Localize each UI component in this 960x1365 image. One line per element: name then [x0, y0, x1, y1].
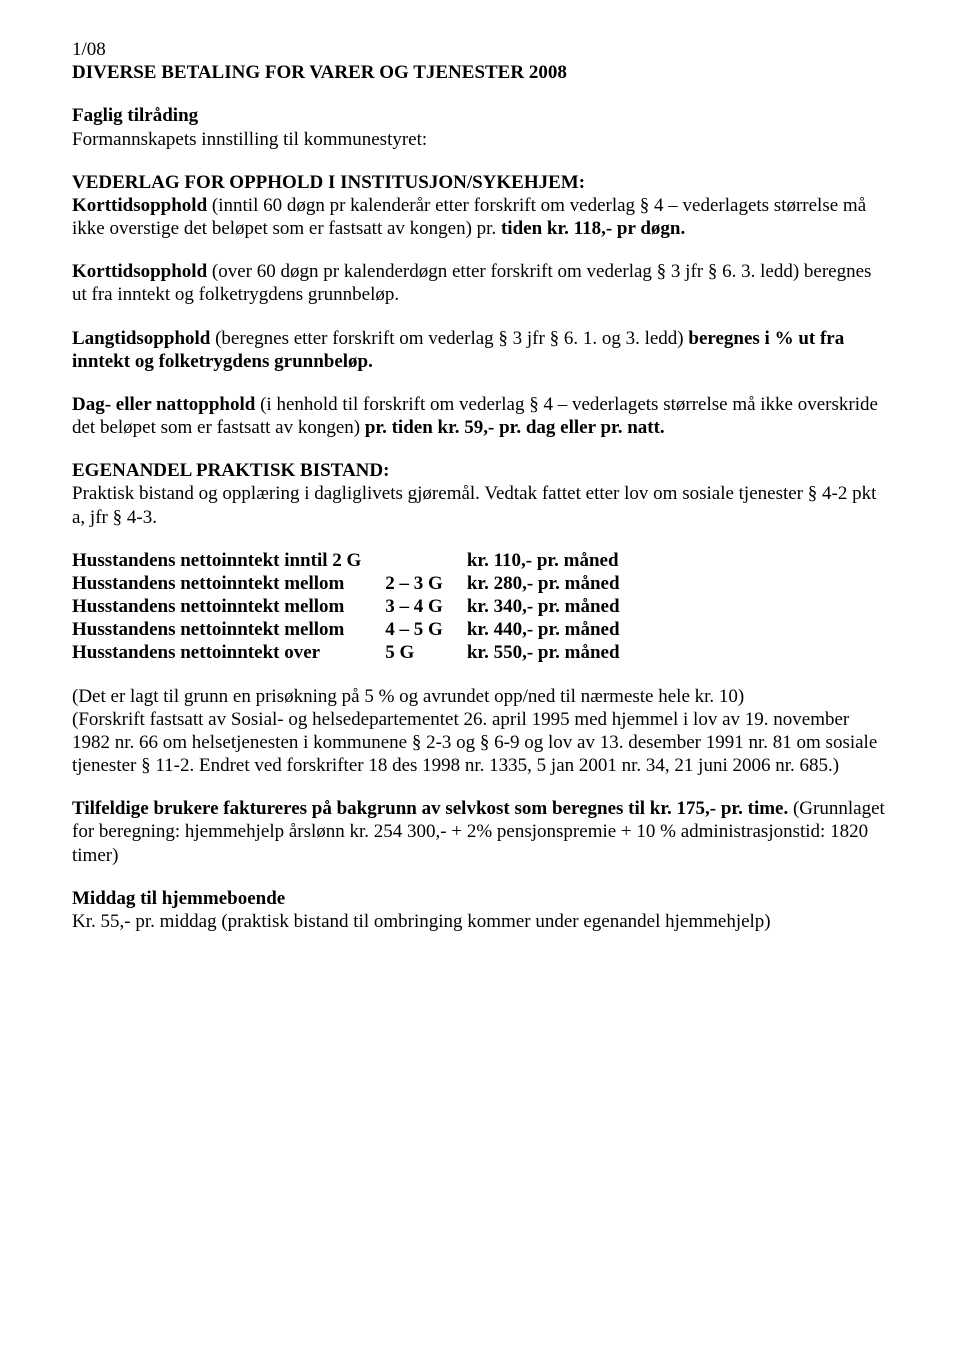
income-range: 4 – 5 G [385, 618, 467, 641]
vederlag-block: VEDERLAG FOR OPPHOLD I INSTITUSJON/SYKEH… [72, 171, 888, 241]
income-amount: kr. 550,- pr. måned [467, 641, 620, 664]
income-label: Husstandens nettoinntekt inntil 2 G [72, 549, 385, 572]
income-table: Husstandens nettoinntekt inntil 2 G kr. … [72, 549, 620, 665]
income-amount: kr. 440,- pr. måned [467, 618, 620, 641]
income-amount: kr. 340,- pr. måned [467, 595, 620, 618]
income-amount: kr. 110,- pr. måned [467, 549, 620, 572]
langtid-prefix: Langtidsopphold [72, 328, 215, 349]
income-label: Husstandens nettoinntekt mellom [72, 572, 385, 595]
tilfeldige-prefix: Tilfeldige brukere faktureres på bakgrun… [72, 798, 793, 819]
income-range: 2 – 3 G [385, 572, 467, 595]
middag-heading: Middag til hjemmeboende [72, 887, 888, 910]
langtid-block: Langtidsopphold (beregnes etter forskrif… [72, 327, 888, 373]
price-increase-note: (Det er lagt til grunn en prisøkning på … [72, 685, 888, 708]
income-range: 5 G [385, 641, 467, 664]
income-amount: kr. 280,- pr. måned [467, 572, 620, 595]
egenandel-intro: Praktisk bistand og opplæring i dagligli… [72, 482, 888, 528]
tilfeldige-block: Tilfeldige brukere faktureres på bakgrun… [72, 797, 888, 867]
doc-header: 1/08 DIVERSE BETALING FOR VARER OG TJENE… [72, 38, 888, 84]
table-row: Husstandens nettoinntekt mellom 3 – 4 G … [72, 595, 620, 618]
intro-line-2: Formannskapets innstilling til kommunest… [72, 128, 888, 151]
table-row: Husstandens nettoinntekt inntil 2 G kr. … [72, 549, 620, 572]
income-range: 3 – 4 G [385, 595, 467, 618]
case-number: 1/08 [72, 39, 106, 60]
dagnatt-post: pr. tiden kr. 59,- pr. dag eller pr. nat… [365, 417, 665, 438]
dagnatt-prefix: Dag- eller nattopphold [72, 394, 260, 415]
doc-title: DIVERSE BETALING FOR VARER OG TJENESTER … [72, 62, 567, 83]
korttid60-block: Korttidsopphold (over 60 døgn pr kalende… [72, 260, 888, 306]
income-label: Husstandens nettoinntekt mellom [72, 618, 385, 641]
forskrift-note: (Forskrift fastsatt av Sosial- og helsed… [72, 708, 888, 778]
table-row: Husstandens nettoinntekt over 5 G kr. 55… [72, 641, 620, 664]
korttid-prefix: Korttidsopphold [72, 195, 212, 216]
middag-body: Kr. 55,- pr. middag (praktisk bistand ti… [72, 910, 888, 933]
vederlag-heading: VEDERLAG FOR OPPHOLD I INSTITUSJON/SYKEH… [72, 172, 585, 193]
table-row: Husstandens nettoinntekt mellom 4 – 5 G … [72, 618, 620, 641]
income-label: Husstandens nettoinntekt mellom [72, 595, 385, 618]
korttid60-prefix: Korttidsopphold [72, 261, 212, 282]
dagnatt-block: Dag- eller nattopphold (i henhold til fo… [72, 393, 888, 439]
table-row: Husstandens nettoinntekt mellom 2 – 3 G … [72, 572, 620, 595]
egenandel-heading: EGENANDEL PRAKTISK BISTAND: [72, 459, 888, 482]
langtid-body: (beregnes etter forskrift om vederlag § … [215, 328, 688, 349]
income-range [385, 549, 467, 572]
korttid-post: tiden kr. 118,- pr døgn. [501, 218, 685, 239]
intro-line-1: Faglig tilråding [72, 104, 888, 127]
income-label: Husstandens nettoinntekt over [72, 641, 385, 664]
